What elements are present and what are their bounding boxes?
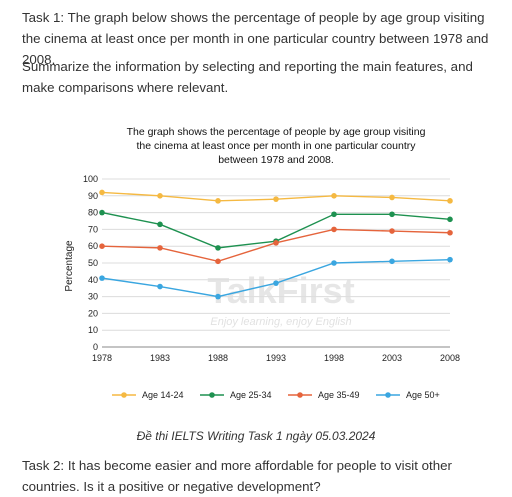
y-tick-label: 90 <box>88 191 98 201</box>
y-tick-label: 10 <box>88 325 98 335</box>
data-point <box>389 228 395 234</box>
legend-label: Age 14-24 <box>142 390 184 400</box>
data-point <box>389 211 395 218</box>
data-point <box>273 240 279 246</box>
data-point <box>99 243 105 249</box>
data-point <box>215 258 221 265</box>
data-point <box>331 260 337 266</box>
data-point <box>99 189 105 196</box>
x-tick-label: 1988 <box>208 353 228 363</box>
legend-marker <box>385 392 391 398</box>
watermark-logo: TalkFirst Enjoy learning, enjoy English <box>207 270 354 328</box>
x-tick-label: 1978 <box>92 353 112 363</box>
chart-title-line: The graph shows the percentage of people… <box>127 126 426 138</box>
y-axis-ticks: 0 10 20 30 40 50 60 70 80 90 100 <box>83 174 98 352</box>
task1-text: Task 1: The graph below shows the percen… <box>22 10 489 67</box>
data-point <box>215 198 221 204</box>
y-tick-label: 70 <box>88 224 98 234</box>
y-axis-label: Percentage <box>64 240 75 292</box>
data-point <box>273 196 279 202</box>
data-point <box>157 245 163 251</box>
data-point <box>331 226 337 233</box>
watermark-slogan-text: Enjoy learning, enjoy English <box>210 316 351 328</box>
legend-label: Age 35-49 <box>318 390 360 400</box>
x-tick-label: 2008 <box>440 353 460 363</box>
y-tick-label: 20 <box>88 308 98 318</box>
data-point <box>215 293 221 300</box>
y-tick-label: 0 <box>93 342 98 352</box>
y-tick-label: 50 <box>88 258 98 268</box>
data-point <box>215 245 221 251</box>
data-point <box>447 198 453 204</box>
data-point <box>447 216 453 223</box>
x-axis-ticks: 1978 1983 1988 1993 1998 2003 2008 <box>92 353 460 363</box>
data-point <box>157 193 163 199</box>
chart-title-line: the cinema at least once per month in on… <box>137 140 417 152</box>
data-point <box>447 229 453 236</box>
legend-marker <box>209 392 215 398</box>
data-point <box>157 283 163 290</box>
x-tick-label: 2003 <box>382 353 402 363</box>
x-tick-label: 1983 <box>150 353 170 363</box>
x-tick-label: 1993 <box>266 353 286 363</box>
data-point <box>331 211 337 218</box>
legend-label: Age 25-34 <box>230 390 272 400</box>
data-point <box>447 256 453 263</box>
line-chart-figure: The graph shows the percentage of people… <box>64 126 460 400</box>
legend-label: Age 50+ <box>406 390 440 400</box>
x-tick-label: 1998 <box>324 353 344 363</box>
data-point <box>389 258 395 265</box>
data-point <box>157 221 163 228</box>
watermark-brand-text: TalkFirst <box>207 270 354 311</box>
y-tick-label: 30 <box>88 292 98 302</box>
chart-title: The graph shows the percentage of people… <box>127 126 426 166</box>
chart-title-line: between 1978 and 2008. <box>218 154 334 166</box>
legend-marker <box>297 392 303 398</box>
data-point <box>99 275 105 281</box>
data-point <box>99 209 105 216</box>
data-point <box>331 193 337 199</box>
chart-legend: Age 14-24 Age 25-34 Age 35-49 Age 50+ <box>112 390 440 400</box>
task2-text: Task 2: It has become easier and more af… <box>22 458 452 494</box>
data-point <box>273 280 279 286</box>
chart-series <box>99 189 453 300</box>
y-tick-label: 100 <box>83 174 98 184</box>
chart-caption: Đề thi IELTS Writing Task 1 ngày 05.03.2… <box>136 429 376 443</box>
y-tick-label: 60 <box>88 241 98 251</box>
summary-instruction: Summarize the information by selecting a… <box>22 59 473 95</box>
legend-marker <box>121 392 127 398</box>
data-point <box>389 194 395 201</box>
y-tick-label: 40 <box>88 275 98 285</box>
y-tick-label: 80 <box>88 208 98 218</box>
